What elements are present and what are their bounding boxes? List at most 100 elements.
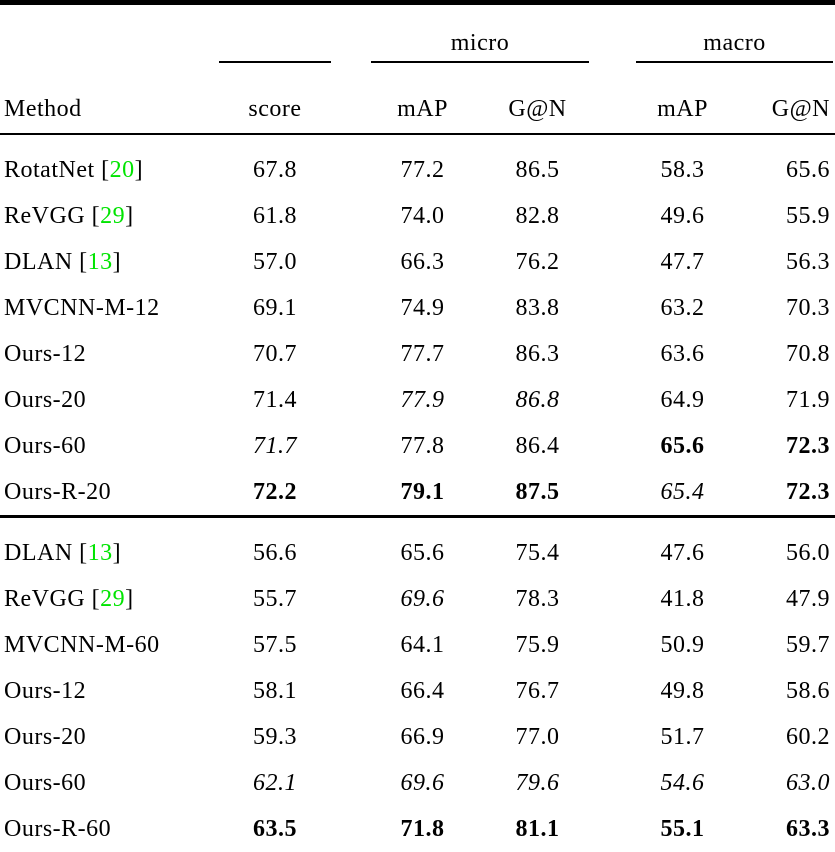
method-cell: DLAN [13] bbox=[0, 515, 205, 576]
column-gap bbox=[345, 469, 365, 517]
citation-close-bracket: ] bbox=[112, 539, 122, 566]
micro-gn-cell: 86.8 bbox=[515, 386, 560, 413]
micro-group-rule: micro bbox=[371, 29, 590, 63]
method-cell: DLAN [13] bbox=[0, 239, 205, 285]
table-row: Ours-R-20 72.2 79.1 87.5 65.4 72.3 bbox=[0, 469, 835, 517]
macro-map-cell: 47.7 bbox=[660, 248, 705, 275]
column-gap bbox=[595, 239, 630, 285]
micro-map-cell: 66.9 bbox=[400, 723, 445, 750]
macro-group-rule: macro bbox=[636, 30, 834, 63]
macro-gn-cell: 56.3 bbox=[786, 248, 831, 275]
micro-gn-cell: 78.3 bbox=[515, 585, 560, 612]
micro-group-header: micro bbox=[450, 29, 510, 56]
method-cell: Ours-12 bbox=[0, 331, 205, 377]
column-gap bbox=[595, 134, 630, 193]
table-row: ReVGG [29] 55.7 69.6 78.3 41.8 47.9 bbox=[0, 576, 835, 622]
macro-map-column-header: mAP bbox=[630, 63, 736, 135]
column-gap bbox=[595, 760, 630, 806]
micro-gn-cell: 79.6 bbox=[515, 769, 560, 796]
citation-number: 29 bbox=[100, 585, 126, 612]
macro-gn-cell: 59.7 bbox=[786, 631, 831, 658]
micro-gn-cell: 86.4 bbox=[515, 432, 560, 459]
method-name: Ours-R-60 bbox=[4, 815, 112, 842]
group-header-spacer bbox=[0, 3, 205, 64]
macro-gn-cell: 55.9 bbox=[786, 202, 831, 229]
table-row: MVCNN-M-12 69.1 74.9 83.8 63.2 70.3 bbox=[0, 285, 835, 331]
column-header-row: Method score mAP G@N mAP G@N bbox=[0, 63, 835, 135]
method-name: Ours-12 bbox=[4, 677, 87, 704]
table-row: RotatNet [20] 67.8 77.2 86.5 58.3 65.6 bbox=[0, 134, 835, 193]
citation-close-bracket: ] bbox=[134, 156, 144, 183]
score-cell: 71.7 bbox=[253, 432, 297, 459]
method-name: Ours-12 bbox=[4, 340, 87, 367]
column-gap bbox=[595, 423, 630, 469]
micro-gn-cell: 76.7 bbox=[515, 677, 560, 704]
micro-map-cell: 71.8 bbox=[400, 815, 445, 842]
micro-gn-cell: 75.4 bbox=[480, 515, 596, 576]
macro-gn-cell: 70.3 bbox=[786, 294, 831, 321]
method-cell: MVCNN-M-60 bbox=[0, 622, 205, 668]
method-name: MVCNN-M-12 bbox=[4, 294, 160, 321]
score-cell: 67.8 bbox=[253, 156, 297, 183]
column-gap bbox=[595, 668, 630, 714]
method-name: Ours-R-20 bbox=[4, 478, 112, 505]
column-gap bbox=[345, 63, 365, 135]
citation-number: 29 bbox=[100, 202, 126, 229]
citation-number: 13 bbox=[87, 248, 113, 275]
citation-number: 20 bbox=[109, 156, 135, 183]
macro-gn-cell: 56.0 bbox=[735, 515, 835, 576]
micro-map-cell: 77.2 bbox=[400, 156, 445, 183]
citation-open-bracket: [ bbox=[85, 202, 101, 229]
column-gap bbox=[595, 285, 630, 331]
micro-map-cell: 77.7 bbox=[400, 340, 445, 367]
score-cell: 61.8 bbox=[253, 202, 297, 229]
score-cell: 69.1 bbox=[253, 294, 297, 321]
micro-gn-cell: 81.1 bbox=[515, 815, 560, 842]
column-gap bbox=[595, 469, 630, 517]
column-gap bbox=[345, 576, 365, 622]
column-gap bbox=[345, 285, 365, 331]
score-cell: 59.3 bbox=[253, 723, 297, 750]
macro-gn-cell: 47.9 bbox=[786, 585, 831, 612]
citation-open-bracket: [ bbox=[94, 156, 110, 183]
score-cell: 56.6 bbox=[205, 515, 345, 576]
column-gap bbox=[345, 622, 365, 668]
column-gap bbox=[345, 668, 365, 714]
column-gap bbox=[345, 3, 365, 64]
method-name: RotatNet bbox=[4, 156, 95, 183]
table-row: ReVGG [29] 61.8 74.0 82.8 49.6 55.9 bbox=[0, 193, 835, 239]
macro-map-cell: 58.3 bbox=[660, 156, 705, 183]
micro-gn-cell: 87.5 bbox=[515, 478, 560, 505]
citation-close-bracket: ] bbox=[125, 585, 134, 612]
column-gap bbox=[595, 331, 630, 377]
method-name: MVCNN-M-60 bbox=[4, 631, 160, 658]
column-gap bbox=[595, 3, 630, 64]
table-row: DLAN [13] 57.0 66.3 76.2 47.7 56.3 bbox=[0, 239, 835, 285]
citation-close-bracket: ] bbox=[112, 248, 122, 275]
column-gap bbox=[345, 806, 365, 852]
score-group-rule bbox=[219, 61, 331, 63]
macro-map-cell: 63.6 bbox=[660, 340, 705, 367]
macro-gn-cell: 72.3 bbox=[786, 432, 831, 459]
micro-map-cell: 74.9 bbox=[400, 294, 445, 321]
method-name: Ours-60 bbox=[4, 432, 87, 459]
macro-group-cell: macro bbox=[630, 3, 835, 63]
macro-gn-cell: 71.9 bbox=[786, 386, 831, 413]
column-gap bbox=[345, 515, 365, 576]
macro-gn-column-header: G@N bbox=[735, 63, 835, 135]
citation-number: 13 bbox=[87, 539, 113, 566]
method-cell: MVCNN-M-12 bbox=[0, 285, 205, 331]
score-cell: 62.1 bbox=[253, 769, 297, 796]
macro-gn-cell: 63.0 bbox=[786, 769, 831, 796]
table-row: MVCNN-M-60 57.5 64.1 75.9 50.9 59.7 bbox=[0, 622, 835, 668]
micro-gn-cell: 83.8 bbox=[515, 294, 560, 321]
micro-map-cell: 64.1 bbox=[400, 631, 445, 658]
score-group-cell bbox=[205, 3, 345, 63]
column-gap bbox=[595, 193, 630, 239]
micro-map-cell: 77.9 bbox=[400, 386, 445, 413]
score-cell: 58.1 bbox=[253, 677, 297, 704]
macro-map-cell: 64.9 bbox=[660, 386, 705, 413]
method-name: Ours-20 bbox=[4, 386, 87, 413]
macro-map-cell: 55.1 bbox=[660, 815, 705, 842]
